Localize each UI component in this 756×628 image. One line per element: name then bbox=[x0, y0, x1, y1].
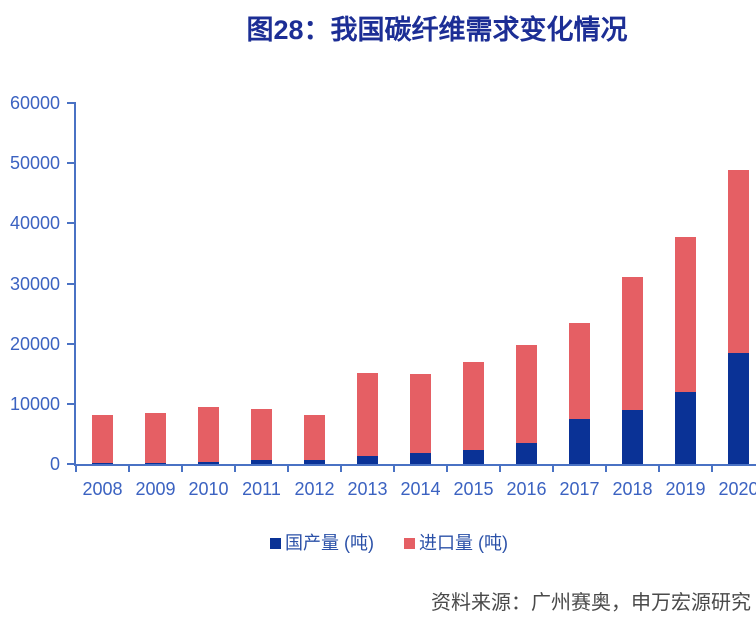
bar-2010-import bbox=[198, 406, 219, 462]
y-axis-label: 10000 bbox=[9, 393, 60, 414]
bar-2015-import bbox=[463, 361, 484, 450]
bar-2017-domestic bbox=[569, 418, 590, 464]
x-tick-mark bbox=[393, 466, 395, 472]
x-axis-label: 2018 bbox=[612, 479, 653, 499]
y-tick-mark bbox=[67, 463, 76, 465]
x-tick-mark bbox=[287, 466, 289, 472]
y-tick-mark bbox=[67, 342, 76, 345]
bar-2008-domestic bbox=[92, 463, 113, 464]
x-axis-label: 2008 bbox=[82, 479, 123, 499]
x-axis-label: 2020 bbox=[718, 479, 756, 499]
x-axis-label: 2015 bbox=[453, 479, 494, 499]
x-tick-mark bbox=[552, 466, 554, 472]
x-tick-mark bbox=[499, 466, 501, 472]
x-tick-mark bbox=[234, 466, 236, 472]
bar-2017-import bbox=[569, 322, 590, 419]
x-axis-label: 2009 bbox=[135, 479, 176, 499]
bar-2014-domestic bbox=[410, 453, 431, 464]
bar-2010-domestic bbox=[198, 461, 219, 464]
y-axis-line bbox=[74, 103, 76, 466]
y-axis-label: 20000 bbox=[9, 333, 60, 354]
x-tick-mark bbox=[446, 466, 448, 472]
y-tick-mark bbox=[67, 402, 76, 405]
legend-item-import: 进口量 (吨) bbox=[404, 531, 508, 555]
bar-2013-domestic bbox=[357, 455, 378, 464]
bar-2009-import bbox=[145, 412, 166, 464]
bar-2015-domestic bbox=[463, 449, 484, 464]
x-axis-label: 2011 bbox=[242, 479, 281, 499]
bar-2013-import bbox=[357, 373, 378, 456]
x-axis-label: 2019 bbox=[665, 479, 706, 499]
import-swatch-icon bbox=[404, 537, 415, 549]
bar-2012-import bbox=[304, 414, 325, 461]
y-axis-label: 50000 bbox=[9, 153, 60, 174]
legend-label-import: 进口量 (吨) bbox=[419, 533, 508, 553]
bar-2011-domestic bbox=[251, 460, 272, 464]
bar-2014-import bbox=[410, 374, 431, 454]
x-tick-mark bbox=[658, 466, 660, 472]
y-axis-label: 0 bbox=[49, 454, 60, 474]
x-axis-label: 2012 bbox=[294, 479, 335, 499]
y-tick-mark bbox=[67, 162, 76, 165]
x-axis-line bbox=[74, 464, 756, 466]
x-tick-mark bbox=[340, 466, 342, 472]
bar-2018-domestic bbox=[622, 409, 643, 464]
x-tick-mark bbox=[711, 466, 713, 472]
x-tick-mark bbox=[75, 466, 77, 472]
y-tick-mark bbox=[67, 102, 76, 104]
figure-title: 图28：我国碳纤维需求变化情况 bbox=[246, 15, 628, 45]
y-tick-mark bbox=[67, 222, 76, 225]
x-tick-mark bbox=[128, 466, 130, 472]
x-axis-label: 2014 bbox=[400, 479, 441, 499]
x-axis-label: 2013 bbox=[347, 479, 388, 499]
x-tick-mark bbox=[181, 466, 183, 472]
bar-2018-import bbox=[622, 277, 643, 410]
bar-2019-domestic bbox=[675, 391, 696, 464]
bar-2009-domestic bbox=[145, 463, 166, 464]
bar-2016-domestic bbox=[516, 442, 537, 464]
legend-label-domestic: 国产量 (吨) bbox=[285, 533, 374, 553]
bar-2020-import bbox=[728, 170, 749, 354]
y-axis-label: 40000 bbox=[9, 213, 60, 234]
x-axis-label: 2017 bbox=[559, 479, 600, 499]
x-tick-mark bbox=[605, 466, 607, 472]
x-axis-label: 2016 bbox=[506, 479, 547, 499]
bar-2019-import bbox=[675, 236, 696, 392]
source-note: 资料来源：广州赛奥，申万宏源研究 bbox=[431, 592, 751, 614]
y-axis-label: 60000 bbox=[9, 93, 60, 113]
bar-2016-import bbox=[516, 345, 537, 443]
bar-2008-import bbox=[92, 414, 113, 464]
x-axis-label: 2010 bbox=[188, 479, 229, 499]
legend-item-domestic: 国产量 (吨) bbox=[270, 531, 374, 555]
bar-2011-import bbox=[251, 408, 272, 461]
y-axis-label: 30000 bbox=[9, 273, 60, 294]
bar-2012-domestic bbox=[304, 460, 325, 464]
chart-legend: 国产量 (吨) 进口量 (吨) bbox=[0, 531, 756, 555]
y-tick-mark bbox=[67, 282, 76, 285]
bar-2020-domestic bbox=[728, 353, 749, 464]
domestic-swatch-icon bbox=[270, 537, 281, 549]
